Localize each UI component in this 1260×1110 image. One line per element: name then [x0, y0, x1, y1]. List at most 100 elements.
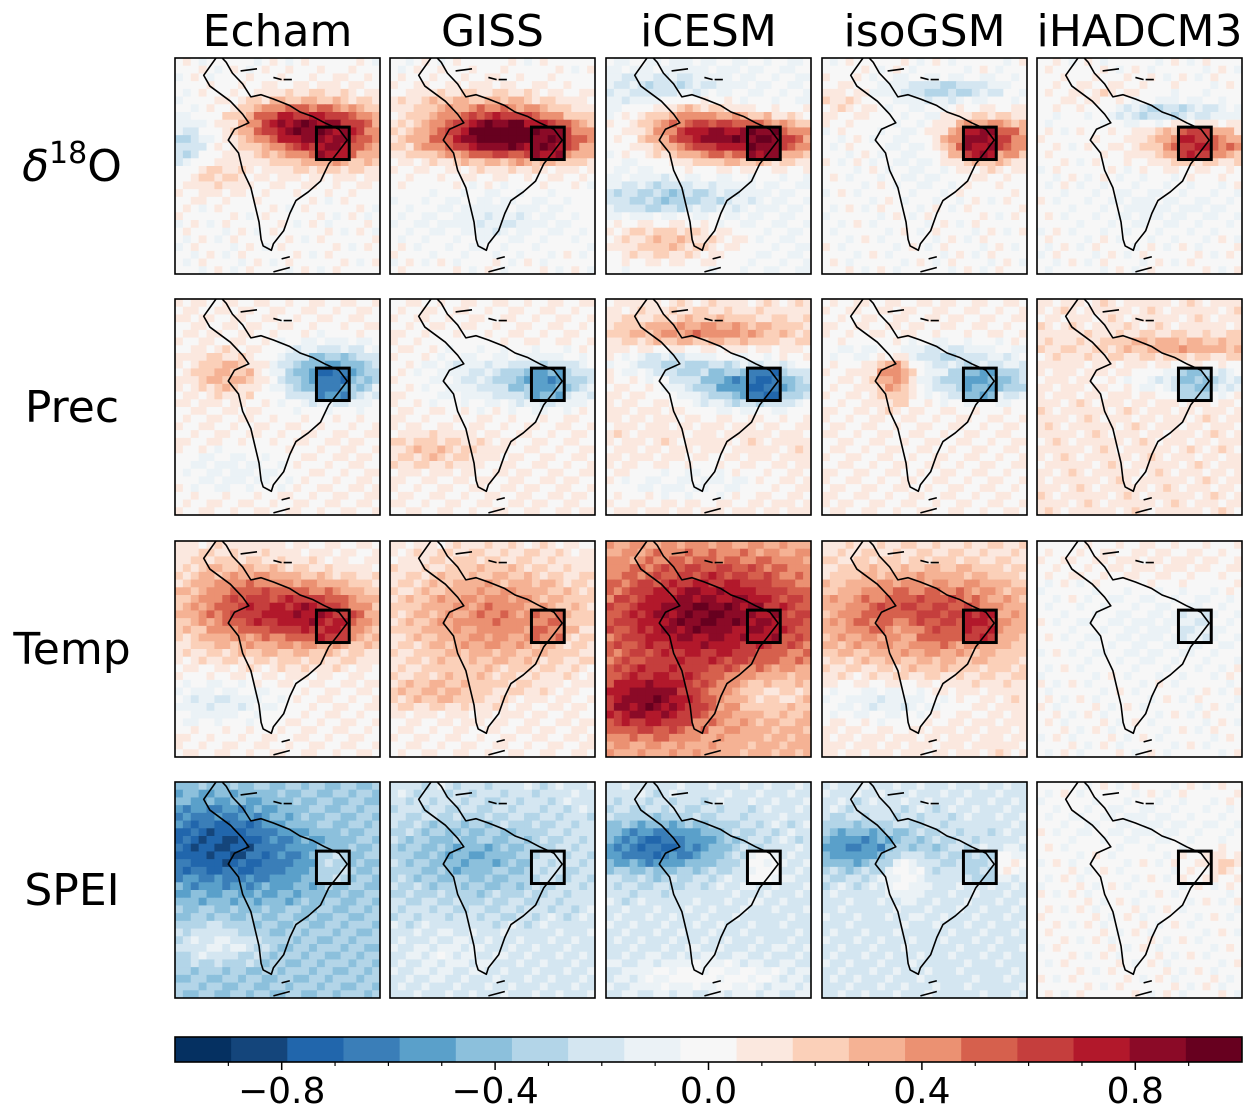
grid-cell — [340, 337, 350, 346]
grid-cell — [645, 81, 654, 90]
grid-cell — [413, 329, 423, 339]
grid-cell — [476, 337, 486, 346]
grid-cell — [340, 368, 350, 377]
grid-cell — [940, 104, 949, 113]
grid-cell — [1037, 135, 1046, 144]
grid-cell — [445, 360, 454, 370]
grid-cell — [1139, 150, 1148, 159]
grid-cell — [1037, 243, 1046, 252]
grid-cell — [645, 73, 654, 82]
grid-cell — [606, 212, 615, 221]
grid-cell — [531, 368, 541, 377]
grid-cell — [579, 58, 588, 67]
grid-cell — [190, 150, 200, 159]
grid-cell — [1218, 158, 1227, 167]
grid-cell — [190, 368, 200, 377]
grid-cell — [571, 414, 580, 424]
grid-cell — [940, 227, 949, 237]
grid-cell — [771, 88, 781, 98]
grid-cell — [1155, 88, 1164, 98]
grid-cell — [484, 322, 494, 331]
grid-cell — [524, 158, 533, 167]
grid-cell — [1186, 127, 1196, 136]
grid-cell — [1139, 212, 1148, 221]
grid-cell — [787, 135, 796, 144]
grid-cell — [1163, 81, 1172, 90]
grid-cell — [460, 461, 470, 470]
grid-cell — [429, 322, 438, 331]
grid-cell — [853, 112, 863, 121]
grid-cell — [348, 181, 357, 190]
grid-cell — [182, 58, 192, 67]
grid-cell — [948, 65, 957, 75]
grid-cell — [508, 196, 517, 206]
grid-cell — [1092, 65, 1101, 75]
grid-cell — [484, 220, 494, 229]
grid-cell — [340, 96, 350, 105]
grid-cell — [468, 96, 478, 105]
grid-cell — [916, 96, 926, 105]
grid-cell — [948, 142, 957, 152]
grid-cell — [579, 112, 588, 121]
grid-cell — [555, 112, 565, 121]
grid-cell — [524, 414, 533, 424]
grid-cell — [332, 360, 342, 370]
grid-cell — [206, 166, 216, 175]
grid-cell — [437, 196, 446, 206]
grid-cell — [908, 212, 918, 221]
grid-cell — [1115, 250, 1125, 260]
grid-cell — [468, 250, 478, 260]
grid-cell — [253, 88, 263, 98]
grid-cell — [413, 468, 423, 478]
grid-cell — [445, 173, 454, 183]
grid-cell — [822, 196, 831, 206]
grid-cell — [963, 173, 973, 183]
grid-cell — [1052, 266, 1062, 274]
grid-cell — [676, 189, 686, 198]
grid-cell — [732, 243, 741, 252]
grid-cell — [190, 383, 200, 393]
grid-cell — [787, 166, 796, 175]
grid-cell — [269, 142, 279, 152]
grid-cell — [621, 119, 631, 129]
grid-cell — [390, 212, 399, 221]
grid-cell — [421, 391, 431, 400]
grid-cell — [500, 306, 509, 316]
panel-frame — [1036, 57, 1243, 275]
grid-cell — [1115, 220, 1125, 229]
grid-cell — [453, 196, 462, 206]
grid-cell — [755, 142, 765, 152]
grid-cell — [484, 383, 494, 393]
grid-cell — [1123, 181, 1133, 190]
grid-cell — [453, 258, 462, 267]
grid-cell — [198, 445, 208, 454]
grid-cell — [316, 314, 326, 323]
grid-cell — [372, 119, 380, 129]
grid-cell — [1171, 81, 1180, 90]
grid-cell — [531, 196, 541, 206]
grid-cell — [269, 243, 279, 252]
grid-cell — [1155, 65, 1164, 75]
grid-cell — [987, 88, 997, 98]
grid-cell — [1155, 158, 1164, 167]
grid-cell — [547, 306, 557, 316]
grid-cell — [1131, 88, 1141, 98]
grid-cell — [1163, 58, 1172, 67]
grid-cell — [621, 220, 631, 229]
grid-cell — [1011, 119, 1020, 129]
grid-cell — [285, 250, 294, 260]
grid-cell — [397, 430, 407, 439]
grid-cell — [285, 437, 294, 447]
grid-cell — [787, 196, 796, 206]
grid-cell — [356, 220, 365, 229]
grid-cell — [1178, 235, 1188, 244]
grid-cell — [356, 499, 365, 508]
grid-cell — [1226, 173, 1235, 183]
grid-cell — [468, 383, 478, 393]
grid-cell — [1234, 73, 1242, 82]
grid-cell — [861, 220, 870, 229]
grid-cell — [476, 399, 486, 408]
grid-cell — [531, 266, 541, 274]
grid-cell — [1155, 220, 1164, 229]
grid-cell — [316, 243, 326, 252]
